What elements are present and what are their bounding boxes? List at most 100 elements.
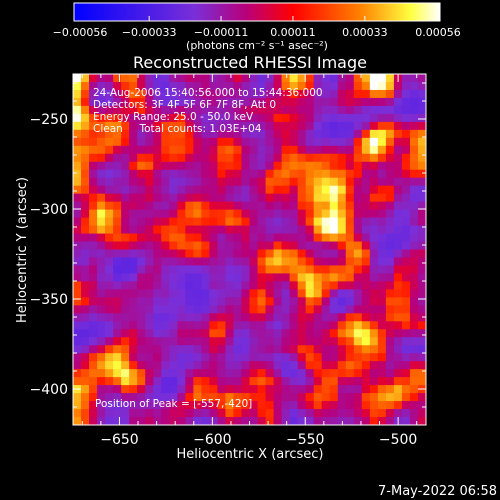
heatmap-pixel — [385, 345, 395, 354]
heatmap-pixel — [409, 225, 419, 235]
heatmap-pixel — [345, 385, 355, 394]
heatmap-pixel — [233, 249, 243, 259]
heatmap-pixel — [201, 377, 210, 386]
heatmap-pixel — [353, 241, 363, 251]
heatmap-pixel — [297, 313, 307, 322]
heatmap-pixel — [409, 273, 419, 283]
heatmap-pixel — [201, 265, 210, 275]
heatmap-pixel — [73, 289, 82, 298]
heatmap-pixel — [289, 137, 299, 147]
heatmap-pixel — [329, 233, 339, 243]
heatmap-pixel — [161, 129, 170, 139]
heatmap-pixel — [209, 74, 219, 83]
heatmap-pixel — [209, 249, 219, 259]
heatmap-pixel — [265, 113, 275, 123]
heatmap-pixel — [97, 345, 106, 354]
heatmap-pixel — [345, 361, 355, 370]
heatmap-pixel — [129, 265, 138, 275]
heatmap-pixel — [281, 313, 291, 322]
heatmap-pixel — [257, 257, 267, 267]
heatmap-pixel — [249, 401, 259, 410]
heatmap-pixel — [113, 129, 122, 139]
heatmap-pixel — [153, 385, 162, 394]
heatmap-pixel — [321, 217, 331, 227]
heatmap-pixel — [265, 74, 275, 83]
heatmap-pixel — [369, 89, 379, 99]
heatmap-pixel — [345, 289, 355, 298]
heatmap-pixel — [249, 137, 259, 147]
heatmap-pixel — [217, 145, 227, 155]
heatmap-pixel — [105, 137, 114, 147]
heatmap-pixel — [169, 385, 178, 394]
heatmap-pixel — [193, 105, 202, 115]
heatmap-pixel — [225, 305, 235, 314]
heatmap-pixel — [313, 313, 323, 322]
heatmap-pixel — [145, 97, 154, 107]
heatmap-pixel — [281, 385, 291, 394]
heatmap-pixel — [233, 297, 243, 306]
heatmap-pixel — [297, 305, 307, 314]
heatmap-pixel — [377, 185, 387, 195]
heatmap-pixel — [401, 177, 411, 187]
heatmap-pixel — [297, 241, 307, 251]
heatmap-pixel — [345, 193, 355, 203]
heatmap-pixel — [81, 353, 90, 362]
heatmap-pixel — [97, 185, 106, 195]
heatmap-pixel — [137, 353, 146, 362]
heatmap-pixel — [145, 169, 154, 179]
heatmap-pixel — [353, 345, 363, 354]
heatmap-pixel — [233, 337, 243, 346]
heatmap-pixel — [209, 225, 219, 235]
heatmap-pixel — [393, 377, 403, 386]
heatmap-pixel — [233, 409, 243, 418]
heatmap-pixel — [105, 369, 114, 378]
heatmap-pixel — [169, 74, 178, 83]
heatmap-pixel — [89, 113, 98, 123]
heatmap-pixel — [97, 401, 106, 410]
heatmap-pixel — [313, 329, 323, 338]
heatmap-pixel — [225, 113, 235, 123]
heatmap-pixel — [129, 97, 138, 107]
heatmap-pixel — [337, 74, 347, 83]
heatmap-pixel — [217, 409, 227, 418]
heatmap-pixel — [161, 169, 170, 179]
heatmap-pixel — [345, 89, 355, 99]
heatmap-pixel — [209, 129, 219, 139]
heatmap-pixel — [89, 201, 98, 211]
heatmap-pixel — [185, 249, 194, 259]
heatmap-pixel — [265, 417, 275, 425]
heatmap-pixel — [97, 81, 106, 91]
heatmap-pixel — [241, 121, 251, 131]
heatmap-pixel — [161, 289, 170, 298]
colorbar-tick-label: −0.00056 — [53, 26, 108, 39]
heatmap-pixel — [401, 209, 411, 219]
heatmap-pixel — [161, 249, 170, 259]
heatmap-pixel — [313, 89, 323, 99]
heatmap-pixel — [177, 369, 186, 378]
heatmap-pixel — [393, 145, 403, 155]
heatmap-pixel — [321, 273, 331, 283]
heatmap-pixel — [193, 345, 202, 354]
heatmap-pixel — [169, 337, 178, 346]
heatmap-pixel — [345, 281, 355, 290]
heatmap-pixel — [81, 81, 90, 91]
heatmap-pixel — [193, 313, 202, 322]
heatmap-pixel — [97, 74, 106, 83]
heatmap-pixel — [169, 401, 178, 410]
heatmap-pixel — [377, 369, 387, 378]
heatmap-pixel — [177, 393, 186, 402]
heatmap-pixel — [305, 273, 315, 283]
heatmap-pixel — [225, 257, 235, 267]
heatmap-pixel — [105, 257, 114, 267]
heatmap-pixel — [353, 257, 363, 267]
heatmap-pixel — [417, 337, 426, 346]
heatmap-pixel — [345, 81, 355, 91]
heatmap-pixel — [177, 353, 186, 362]
heatmap-pixel — [73, 329, 82, 338]
heatmap-pixel — [401, 241, 411, 251]
heatmap-pixel — [329, 137, 339, 147]
heatmap-pixel — [297, 129, 307, 139]
heatmap-pixel — [185, 377, 194, 386]
heatmap-pixel — [281, 241, 291, 251]
heatmap-pixel — [337, 305, 347, 314]
